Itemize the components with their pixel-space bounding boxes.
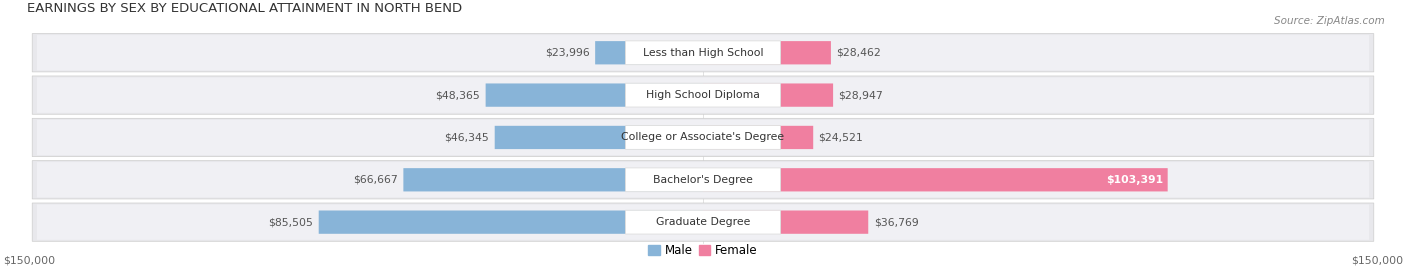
Text: Graduate Degree: Graduate Degree (655, 217, 751, 227)
FancyBboxPatch shape (32, 118, 1374, 157)
Text: High School Diploma: High School Diploma (647, 90, 759, 100)
Text: $23,996: $23,996 (546, 48, 589, 58)
FancyBboxPatch shape (319, 210, 703, 234)
FancyBboxPatch shape (703, 126, 813, 149)
Text: Less than High School: Less than High School (643, 48, 763, 58)
FancyBboxPatch shape (32, 161, 1374, 199)
Text: $46,345: $46,345 (444, 132, 489, 143)
FancyBboxPatch shape (703, 83, 834, 107)
Text: $24,521: $24,521 (818, 132, 863, 143)
Text: $28,947: $28,947 (838, 90, 883, 100)
FancyBboxPatch shape (32, 34, 1374, 72)
FancyBboxPatch shape (703, 168, 1167, 191)
FancyBboxPatch shape (37, 204, 1369, 240)
Text: $85,505: $85,505 (269, 217, 314, 227)
Text: College or Associate's Degree: College or Associate's Degree (621, 132, 785, 143)
Legend: Male, Female: Male, Female (644, 239, 762, 262)
Text: $36,769: $36,769 (873, 217, 918, 227)
Text: $48,365: $48,365 (436, 90, 481, 100)
Text: $103,391: $103,391 (1107, 175, 1163, 185)
FancyBboxPatch shape (626, 210, 780, 234)
FancyBboxPatch shape (37, 162, 1369, 198)
FancyBboxPatch shape (626, 83, 780, 107)
FancyBboxPatch shape (32, 76, 1374, 114)
Text: $66,667: $66,667 (353, 175, 398, 185)
FancyBboxPatch shape (626, 41, 780, 65)
FancyBboxPatch shape (495, 126, 703, 149)
FancyBboxPatch shape (595, 41, 703, 64)
FancyBboxPatch shape (485, 83, 703, 107)
FancyBboxPatch shape (404, 168, 703, 191)
FancyBboxPatch shape (703, 41, 831, 64)
FancyBboxPatch shape (37, 77, 1369, 113)
FancyBboxPatch shape (32, 203, 1374, 241)
FancyBboxPatch shape (626, 168, 780, 192)
Text: EARNINGS BY SEX BY EDUCATIONAL ATTAINMENT IN NORTH BEND: EARNINGS BY SEX BY EDUCATIONAL ATTAINMEN… (28, 2, 463, 16)
Text: Source: ZipAtlas.com: Source: ZipAtlas.com (1274, 16, 1385, 26)
FancyBboxPatch shape (703, 210, 869, 234)
FancyBboxPatch shape (37, 35, 1369, 70)
FancyBboxPatch shape (626, 125, 780, 149)
FancyBboxPatch shape (37, 120, 1369, 155)
Text: $28,462: $28,462 (837, 48, 882, 58)
Text: Bachelor's Degree: Bachelor's Degree (652, 175, 754, 185)
